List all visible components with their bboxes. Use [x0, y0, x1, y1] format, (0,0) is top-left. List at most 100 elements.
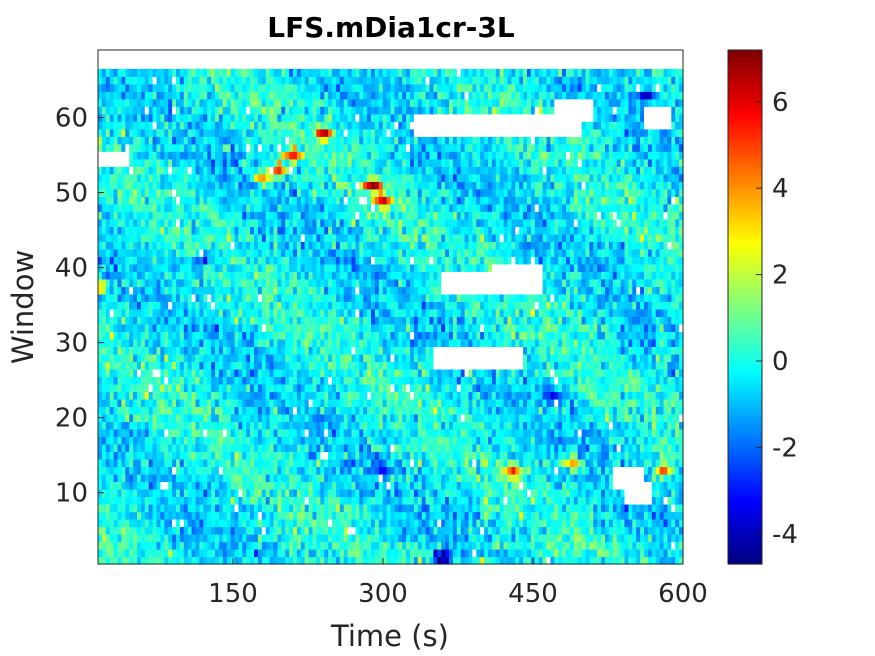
heatmap-cell: [460, 353, 466, 362]
heatmap-cell: [125, 503, 130, 513]
heatmap-cell: [199, 511, 204, 520]
heatmap-cell: [312, 361, 317, 370]
heatmap-cell: [125, 458, 130, 468]
heatmap-cell: [620, 406, 626, 415]
heatmap-cell: [449, 533, 454, 543]
heatmap-cell: [183, 323, 189, 332]
heatmap-cell: [215, 391, 220, 400]
heatmap-cell: [671, 436, 676, 445]
heatmap-cell: [168, 526, 173, 535]
heatmap-cell: [191, 316, 197, 325]
heatmap-cell: [542, 443, 548, 453]
heatmap-cell: [328, 443, 333, 453]
heatmap-cell: [332, 526, 337, 535]
heatmap-cell: [636, 413, 641, 423]
heatmap-cell: [636, 338, 641, 347]
heatmap-cell: [507, 368, 512, 378]
heatmap-cell: [398, 496, 403, 505]
heatmap-cell: [312, 518, 317, 528]
heatmap-cell: [636, 466, 641, 475]
heatmap-cell: [386, 346, 392, 355]
heatmap-cell: [433, 481, 438, 490]
heatmap-cell: [562, 391, 567, 400]
heatmap-cell: [296, 383, 302, 393]
heatmap-cell: [456, 353, 462, 362]
heatmap-cell: [589, 406, 594, 415]
heatmap-cell: [246, 316, 251, 325]
heatmap-cell: [562, 451, 567, 460]
heatmap-cell: [425, 376, 431, 385]
heatmap-cell: [144, 481, 150, 490]
heatmap-cell: [472, 481, 477, 490]
heatmap-cell: [105, 458, 111, 468]
heatmap-cell: [507, 421, 512, 430]
heatmap-cell: [308, 338, 314, 347]
heatmap-cell: [394, 376, 399, 385]
heatmap-cell: [250, 368, 255, 378]
heatmap-cell: [148, 383, 154, 393]
heatmap-cell: [242, 428, 247, 438]
heatmap-cell: [573, 548, 579, 558]
heatmap-cell: [644, 526, 649, 535]
heatmap-cell: [632, 533, 637, 543]
heatmap-cell: [499, 466, 505, 475]
heatmap-cell: [152, 556, 158, 565]
heatmap-cell: [296, 451, 302, 460]
heatmap-cell: [390, 331, 395, 340]
heatmap-cell: [339, 406, 345, 415]
heatmap-cell: [218, 398, 224, 408]
heatmap-cell: [647, 383, 653, 393]
heatmap-cell: [238, 406, 243, 415]
heatmap-cell: [480, 503, 485, 513]
heatmap-cell: [199, 383, 204, 393]
heatmap-cell: [456, 496, 462, 505]
heatmap-cell: [347, 503, 353, 513]
heatmap-cell: [495, 338, 501, 347]
heatmap-cell: [581, 533, 587, 543]
heatmap-cell: [460, 331, 466, 340]
heatmap-cell: [312, 346, 317, 355]
heatmap-cell: [332, 346, 337, 355]
heatmap-cell: [390, 421, 395, 430]
heatmap-cell: [176, 323, 181, 332]
heatmap-cell: [523, 353, 528, 362]
heatmap-cell: [601, 503, 606, 513]
heatmap-cell: [285, 398, 290, 408]
heatmap-cell: [542, 338, 548, 347]
heatmap-cell: [577, 503, 583, 513]
heatmap-cell: [562, 526, 567, 535]
heatmap-cell: [620, 451, 626, 460]
heatmap-cell: [601, 436, 606, 445]
heatmap-cell: [410, 503, 415, 513]
heatmap-cell: [339, 383, 345, 393]
heatmap-cell: [601, 466, 606, 475]
heatmap-cell: [109, 541, 115, 550]
heatmap-cell: [285, 548, 290, 558]
heatmap-cell: [234, 376, 239, 385]
heatmap-cell: [655, 406, 661, 415]
heatmap-cell: [293, 458, 298, 468]
heatmap-cell: [187, 383, 193, 393]
heatmap-cell: [550, 511, 555, 520]
heatmap-cell: [605, 331, 610, 340]
heatmap-cell: [429, 346, 434, 355]
heatmap-cell: [425, 511, 431, 520]
heatmap-cell: [515, 406, 520, 415]
heatmap-cell: [449, 413, 454, 423]
heatmap-cell: [499, 398, 505, 408]
heatmap-cell: [312, 421, 317, 430]
heatmap-cell: [554, 376, 559, 385]
heatmap-cell: [671, 428, 676, 438]
heatmap-cell: [351, 481, 356, 490]
heatmap-cell: [406, 361, 411, 370]
heatmap-cell: [277, 481, 282, 490]
heatmap-cell: [425, 556, 431, 565]
heatmap-cell: [187, 496, 193, 505]
heatmap-cell: [585, 488, 590, 498]
heatmap-cell: [449, 338, 454, 347]
heatmap-cell: [265, 368, 271, 378]
heatmap-cell: [480, 316, 485, 325]
heatmap-cell: [203, 368, 208, 378]
heatmap-cell: [246, 346, 251, 355]
